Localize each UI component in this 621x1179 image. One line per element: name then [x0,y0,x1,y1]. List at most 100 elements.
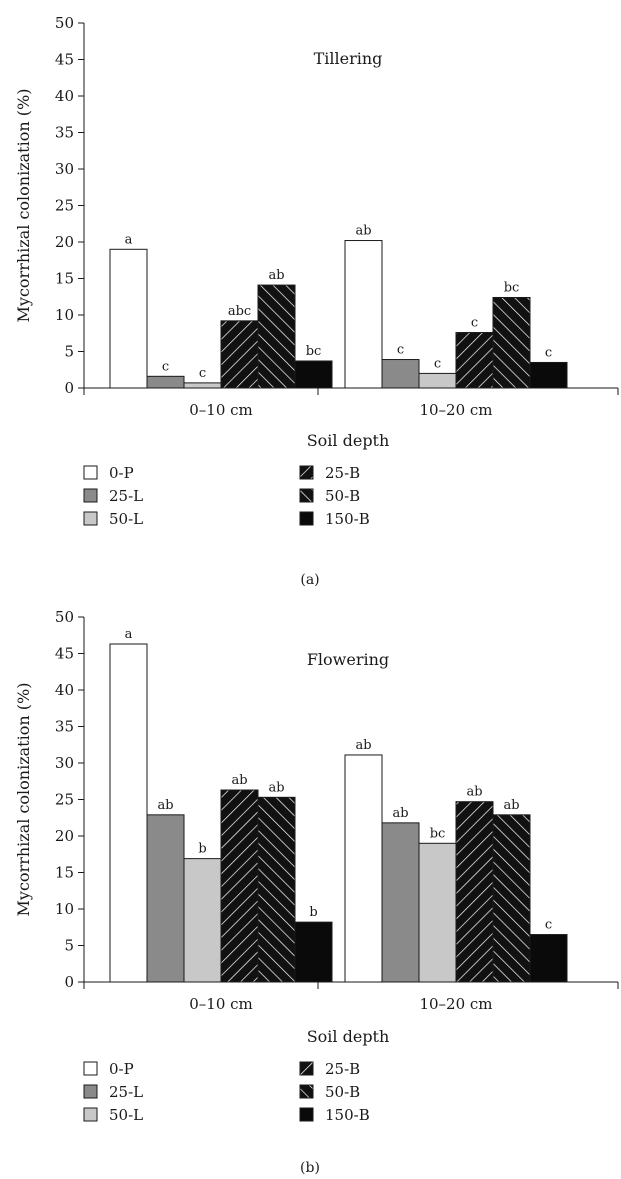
legend-item-150-b: 150-B [299,510,370,528]
legend-label: 150-B [325,1106,370,1124]
significance-letter: ab [355,738,371,753]
bar-50-l-10-20-cm [418,372,457,389]
bar-150-b-0-10-cm [294,921,333,983]
y-tick-label: 30 [55,754,74,772]
legend-label: 0-P [109,1060,134,1078]
significance-letter: b [309,905,317,920]
y-tick-label: 45 [55,51,74,69]
bar-25-b-10-20-cm [455,332,494,389]
bar-0-p-10-20-cm [344,754,383,983]
bar-25-b-0-10-cm [220,320,259,389]
significance-letter: ab [268,780,284,795]
y-axis-ticks: 0 5 10 15 20 25 30 35 40 45 50 [55,14,84,397]
legend-item-50-b: 50-B [299,487,360,505]
legend-swatch [83,488,98,503]
y-tick-label: 0 [64,379,74,397]
legend-label: 25-L [109,1083,143,1101]
bar-25-l-10-20-cm [381,359,420,389]
x-axis-label: Soil depth [307,1027,390,1046]
x-axis-ticks: 0–10 cm 10–20 cm [83,388,619,419]
legend-swatch [299,1061,314,1076]
x-tick-label: 10–20 cm [419,401,492,419]
legend-item-50-b: 50-B [299,1083,360,1101]
bar-50-b-10-20-cm [492,296,531,389]
y-tick-label: 50 [55,608,74,626]
significance-letter: ab [503,798,519,813]
bar-0-p-0-10-cm [109,643,148,983]
bar-0-p-0-10-cm [109,248,148,389]
y-tick-label: 40 [55,681,74,699]
legend-item-25-b: 25-B [299,464,360,482]
legend-swatch [83,465,98,480]
y-tick-label: 35 [55,718,74,736]
legend-swatch [83,1061,98,1076]
y-axis-label: Mycorrhizal colonization (%) [14,89,33,323]
significance-letter: ab [466,785,482,800]
legend-item-150-b: 150-B [299,1106,370,1124]
bar-25-l-10-20-cm [381,822,420,983]
legend-item-25-l: 25-L [83,487,143,505]
bar-150-b-10-20-cm [529,361,568,389]
significance-letter: c [397,343,404,358]
significance-letter: ab [392,806,408,821]
panel-caption: (b) [300,1160,320,1176]
x-axis-ticks: 0–10 cm 10–20 cm [83,982,619,1013]
significance-letter: abc [228,304,251,319]
legend-item-25-b: 25-B [299,1060,360,1078]
y-axis-label: Mycorrhizal colonization (%) [14,683,33,917]
legend-label: 150-B [325,510,370,528]
stage-title: Flowering [307,650,389,669]
legend-item-50-l: 50-L [83,510,143,528]
significance-letter: c [162,359,169,374]
y-tick-label: 30 [55,160,74,178]
y-axis-ticks: 0 5 10 15 20 25 30 35 40 45 50 [55,608,84,991]
bars-group [109,643,568,983]
y-tick-label: 20 [55,827,74,845]
significance-letter: bc [430,826,446,841]
y-tick-label: 40 [55,87,74,105]
legend-swatch [299,488,314,503]
x-tick-label: 10–20 cm [419,995,492,1013]
bars-group [109,240,568,389]
y-tick-label: 25 [55,197,74,215]
significance-letter: a [125,627,133,642]
bar-50-l-10-20-cm [418,842,457,983]
significance-letter: c [434,356,441,371]
legend-swatch [299,511,314,526]
legend-item-0-p: 0-P [83,1060,134,1078]
bar-0-p-10-20-cm [344,240,383,389]
significance-letter: ab [268,268,284,283]
y-tick-label: 35 [55,124,74,142]
legend-item-50-l: 50-L [83,1106,143,1124]
legend-swatch [299,465,314,480]
legend-label: 25-B [325,1060,360,1078]
bar-150-b-10-20-cm [529,934,568,983]
chart-panel-b: a ab b ab ab b ab ab bc ab ab c 0 5 10 15 20 25 30 35 40 45 5… [14,608,619,1176]
bar-25-b-0-10-cm [220,789,259,983]
x-tick-label: 0–10 cm [189,995,253,1013]
bar-50-b-0-10-cm [257,284,296,389]
significance-letter: bc [504,280,520,295]
y-tick-label: 15 [55,270,74,288]
bar-50-l-0-10-cm [183,858,222,983]
legend-label: 50-L [109,1106,143,1124]
legend-label: 50-B [325,1083,360,1101]
y-tick-label: 50 [55,14,74,32]
significance-letter: c [545,345,552,360]
y-tick-label: 20 [55,233,74,251]
legend-label: 0-P [109,464,134,482]
significance-letter: a [125,232,133,247]
x-tick-label: 0–10 cm [189,401,253,419]
significance-letter: c [545,918,552,933]
legend: 0-P 25-L 50-L 25-B 50-B 150-B [83,464,370,528]
significance-letter: c [199,366,206,381]
bar-50-l-0-10-cm [183,382,222,389]
bar-25-l-0-10-cm [146,814,185,983]
significance-letter: c [471,316,478,331]
legend: 0-P 25-L 50-L 25-B 50-B 150-B [83,1060,370,1124]
significance-letter: ab [157,798,173,813]
legend-swatch [83,511,98,526]
